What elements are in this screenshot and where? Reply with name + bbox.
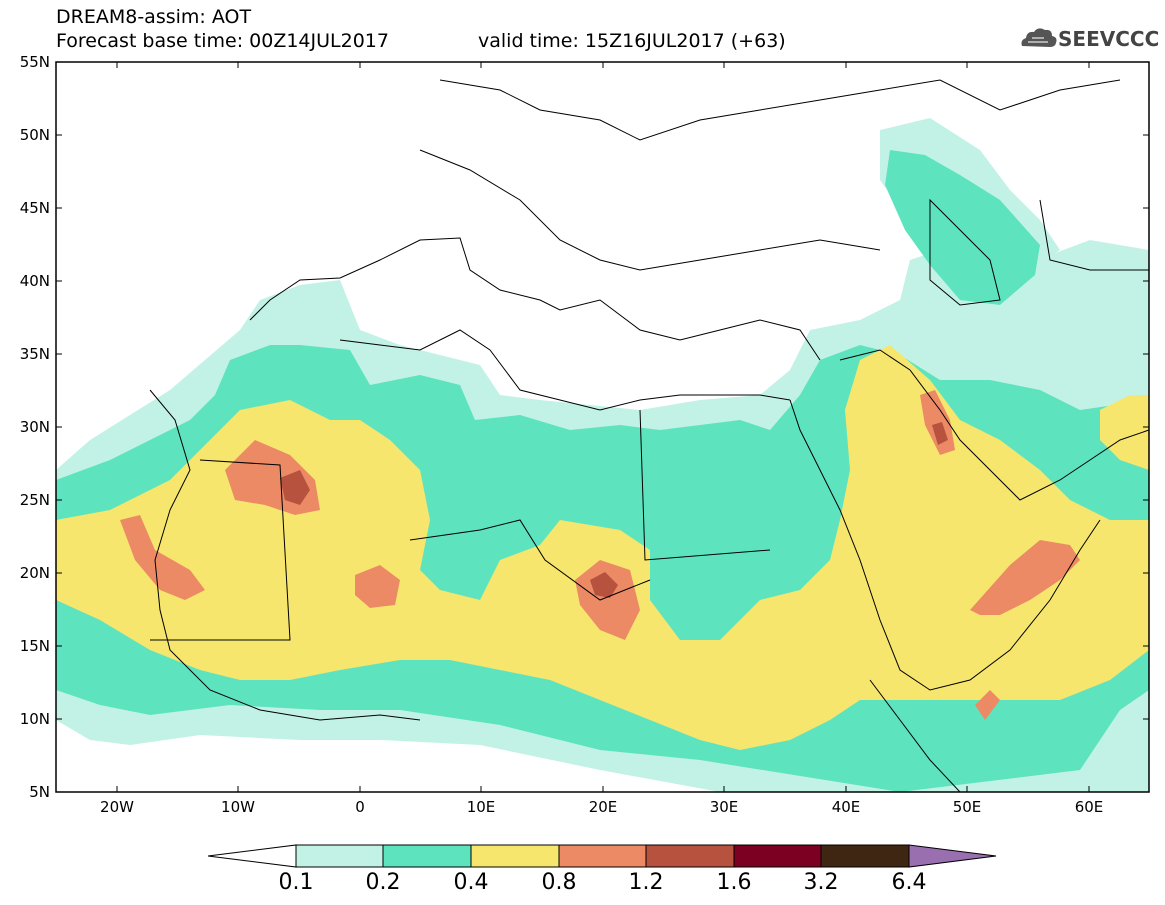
lon-label-0: 0 xyxy=(355,798,365,816)
lon-label-60e: 60E xyxy=(1075,798,1104,816)
colorbar-swatch-0.1 xyxy=(295,844,384,868)
colorbar-label-0.8: 0.8 xyxy=(541,870,577,895)
colorbar-label-3.2: 3.2 xyxy=(803,870,839,895)
colorbar-swatch-0.4 xyxy=(470,844,560,868)
lon-label-30e: 30E xyxy=(710,798,739,816)
aot-band-0.8-sahel xyxy=(120,515,205,600)
lat-label-15n: 15N xyxy=(20,637,50,655)
lat-label-20n: 20N xyxy=(20,564,50,582)
colorbar-swatch-3.2 xyxy=(820,844,910,868)
coastlines xyxy=(149,79,1149,792)
lat-label-25n: 25N xyxy=(20,491,50,509)
lon-axis: 20W 10W 0 10E 20E 30E 40E 50E 60E xyxy=(100,62,1103,816)
colorbar-label-0.2: 0.2 xyxy=(365,870,401,895)
cloud-logo-icon xyxy=(1021,28,1057,47)
lon-label-40e: 40E xyxy=(832,798,861,816)
aot-band-0.8-mali xyxy=(355,565,400,608)
colorbar-label-0.1: 0.1 xyxy=(278,870,314,895)
lat-label-35n: 35N xyxy=(20,345,50,363)
lat-label-30n: 30N xyxy=(20,418,50,436)
lat-axis: 55N 50N 45N 40N 35N 30N 25N 20N 15N 10N … xyxy=(20,53,1149,801)
colorbar-low-arrow xyxy=(207,844,297,868)
colorbar-swatch-0.2 xyxy=(382,844,472,868)
colorbar-swatch-1.2 xyxy=(645,844,735,868)
lat-label-10n: 10N xyxy=(20,710,50,728)
colorbar-swatch-0.8 xyxy=(558,844,647,868)
aot-band-1.2-chad xyxy=(590,572,618,598)
colorbar-high-arrow xyxy=(908,844,997,868)
colorbar-swatch-1.6 xyxy=(733,844,822,868)
colorbar-label-1.2: 1.2 xyxy=(628,870,664,895)
valid-time: valid time: 15Z16JUL2017 (+63) xyxy=(478,30,786,52)
lon-label-20e: 20E xyxy=(589,798,618,816)
aot-band-0.8-somalia xyxy=(975,690,1000,720)
map-title: DREAM8-assim: AOT xyxy=(56,6,252,28)
aot-band-1.2-west xyxy=(280,470,310,505)
lat-label-55n: 55N xyxy=(20,53,50,71)
lon-label-50e: 50E xyxy=(953,798,982,816)
lon-label-10w: 10W xyxy=(221,798,255,816)
colorbar xyxy=(207,844,997,868)
forecast-base-time: Forecast base time: 00Z14JUL2017 xyxy=(56,30,389,52)
lat-label-5n: 5N xyxy=(29,783,50,801)
aot-band-1.2-iraq xyxy=(932,422,948,445)
colorbar-label-0.4: 0.4 xyxy=(453,870,489,895)
aot-band-0.4 xyxy=(56,345,1149,750)
lat-label-40n: 40N xyxy=(20,272,50,290)
aot-band-0.4-east xyxy=(1100,395,1149,470)
lon-label-10e: 10E xyxy=(467,798,496,816)
lat-label-50n: 50N xyxy=(20,126,50,144)
colorbar-label-6.4: 6.4 xyxy=(891,870,927,895)
aot-band-0.2-north xyxy=(885,150,1040,305)
lat-label-45n: 45N xyxy=(20,199,50,217)
aot-band-0.8-arabia xyxy=(970,540,1080,615)
aot-field xyxy=(56,62,1149,792)
lon-label-20w: 20W xyxy=(100,798,134,816)
colorbar-label-1.6: 1.6 xyxy=(716,870,752,895)
logo-text: SEEVCCC xyxy=(1058,27,1160,51)
